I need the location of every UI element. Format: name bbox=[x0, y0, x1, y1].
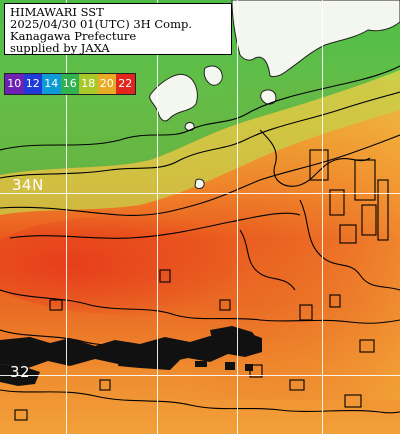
island-small-1 bbox=[194, 178, 205, 189]
island-oshima bbox=[260, 89, 277, 105]
product-title: HIMAWARI SST bbox=[10, 5, 104, 19]
yellow-green-band bbox=[0, 70, 400, 215]
observation-time: 2025/04/30 01(UTC) 3H Comp. bbox=[10, 17, 193, 31]
legend-cell-14: 14 bbox=[42, 74, 61, 94]
kuroshio-warm-core bbox=[0, 215, 280, 315]
latitude-label-32: 32 bbox=[10, 363, 31, 381]
cloud-mask bbox=[0, 326, 262, 386]
legend-cell-18: 18 bbox=[79, 74, 98, 94]
legend-cell-20: 20 bbox=[97, 74, 116, 94]
island-small-2 bbox=[184, 122, 195, 131]
legend-cell-10: 10 bbox=[5, 74, 24, 94]
temperature-legend: 10 12 14 16 18 20 22 bbox=[4, 73, 136, 95]
land-mass bbox=[231, 0, 400, 78]
source-credit: supplied by JAXA bbox=[10, 41, 110, 55]
legend-cell-16: 16 bbox=[60, 74, 79, 94]
legend-cell-12: 12 bbox=[23, 74, 42, 94]
latitude-label-34n: 34N bbox=[12, 176, 44, 194]
legend-cell-22: 22 bbox=[116, 74, 135, 94]
peninsula-small bbox=[203, 65, 223, 86]
region-label: Kanagawa Prefecture bbox=[10, 29, 137, 43]
info-box: HIMAWARI SST 2025/04/30 01(UTC) 3H Comp.… bbox=[4, 3, 232, 55]
